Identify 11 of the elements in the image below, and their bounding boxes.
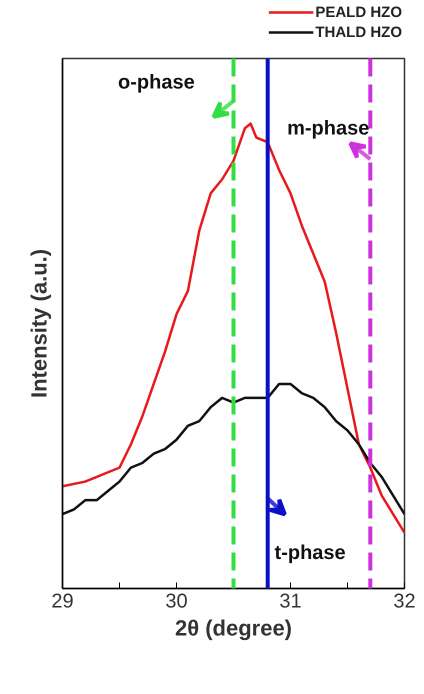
y-axis-title: Intensity (a.u.) [26,248,52,398]
x-axis-title: 2θ (degree) [174,616,292,640]
x-tick-label: 31 [279,590,302,612]
x-tick-label: 29 [51,590,74,612]
legend-label: PEALD HZO [315,4,402,20]
ref-line-label: m-phase [287,117,370,140]
ref-line-label: t-phase [274,542,346,564]
legend-label: THALD HZO [315,24,402,40]
x-tick-label: 32 [393,590,416,612]
ref-line-label: o-phase [118,71,195,94]
x-tick-label: 30 [165,590,188,612]
